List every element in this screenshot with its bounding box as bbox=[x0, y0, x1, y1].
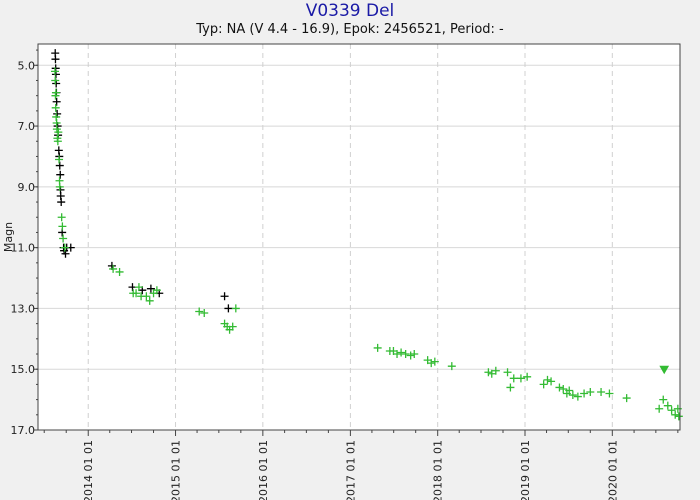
data-point bbox=[145, 296, 154, 305]
data-point bbox=[597, 388, 606, 397]
data-point bbox=[200, 308, 209, 317]
data-point bbox=[109, 264, 118, 273]
chart-subtitle: Typ: NA (V 4.4 - 16.9), Epok: 2456521, P… bbox=[196, 22, 504, 37]
data-point bbox=[51, 88, 60, 97]
data-point bbox=[509, 374, 518, 383]
data-point bbox=[503, 368, 512, 377]
data-point bbox=[543, 375, 552, 384]
data-point bbox=[224, 304, 233, 313]
data-point bbox=[586, 388, 595, 397]
data-point bbox=[52, 97, 61, 106]
data-point bbox=[430, 357, 439, 366]
data-point bbox=[142, 292, 151, 301]
data-point bbox=[555, 383, 564, 392]
data-point bbox=[580, 389, 589, 398]
x-tick-label: 2014 01 01 bbox=[82, 440, 95, 500]
data-point bbox=[516, 374, 525, 383]
data-point bbox=[134, 283, 143, 292]
data-point bbox=[373, 343, 382, 352]
x-tick-label: 2020 01 01 bbox=[606, 440, 619, 500]
data-point bbox=[57, 198, 66, 207]
data-point bbox=[673, 404, 682, 413]
data-point bbox=[671, 410, 680, 419]
x-tick-label: 2017 01 01 bbox=[344, 440, 357, 500]
data-point bbox=[115, 267, 124, 276]
data-point bbox=[667, 406, 676, 415]
data-point bbox=[55, 161, 64, 170]
upper-limit-point bbox=[659, 365, 670, 375]
y-axis-label: Magn bbox=[2, 222, 15, 252]
data-point bbox=[56, 170, 65, 179]
data-point bbox=[57, 213, 66, 222]
data-point bbox=[674, 412, 683, 421]
data-point bbox=[61, 249, 70, 258]
data-point bbox=[231, 304, 240, 313]
data-point bbox=[152, 286, 161, 295]
y-tick-label: 13.0 bbox=[11, 302, 36, 315]
data-point bbox=[447, 362, 456, 371]
data-point bbox=[53, 137, 62, 146]
x-tick-label: 2018 01 01 bbox=[432, 440, 445, 500]
y-tick-label: 9.0 bbox=[18, 181, 36, 194]
data-point bbox=[397, 348, 406, 357]
data-point bbox=[484, 368, 493, 377]
data-point bbox=[401, 350, 410, 359]
data-point bbox=[55, 155, 64, 164]
data-point bbox=[487, 369, 496, 378]
data-point bbox=[547, 377, 556, 386]
y-tick-label: 5.0 bbox=[18, 59, 36, 72]
data-point bbox=[655, 404, 664, 413]
data-point bbox=[491, 366, 500, 375]
data-point bbox=[506, 383, 515, 392]
data-point bbox=[663, 401, 672, 410]
axes: 5.0 7.0 9.0 11.0 13.0 15.0 17.0 2014 01 01 2015 … bbox=[11, 49, 679, 500]
data-point bbox=[539, 380, 548, 389]
data-point bbox=[59, 234, 68, 243]
data-point bbox=[132, 289, 141, 298]
x-tick-label: 2016 01 01 bbox=[257, 440, 270, 500]
data-point bbox=[410, 350, 419, 359]
data-point bbox=[427, 359, 436, 368]
data-point bbox=[393, 350, 402, 359]
data-point bbox=[58, 222, 67, 231]
y-tick-label: 11.0 bbox=[11, 242, 36, 255]
data-point bbox=[406, 351, 415, 360]
data-point bbox=[565, 386, 574, 395]
data-point bbox=[228, 322, 237, 331]
data-point bbox=[146, 284, 155, 293]
data-point bbox=[573, 392, 582, 401]
y-tick-label: 17.0 bbox=[11, 424, 36, 437]
chart-title: V0339 Del bbox=[305, 1, 395, 21]
data-points bbox=[50, 49, 683, 421]
data-point bbox=[659, 395, 668, 404]
data-point bbox=[605, 389, 614, 398]
plot-frame bbox=[37, 43, 681, 431]
plot-area bbox=[38, 44, 680, 430]
data-point bbox=[55, 182, 64, 191]
data-point bbox=[60, 243, 69, 252]
data-point bbox=[51, 76, 60, 85]
data-point bbox=[523, 372, 532, 381]
data-point bbox=[559, 384, 568, 393]
data-point bbox=[51, 103, 60, 112]
data-point bbox=[568, 391, 577, 400]
data-point bbox=[51, 55, 60, 64]
data-point bbox=[220, 292, 229, 301]
data-point bbox=[195, 307, 204, 316]
data-point bbox=[50, 67, 59, 76]
data-point bbox=[54, 128, 63, 137]
y-tick-label: 15.0 bbox=[11, 363, 36, 376]
x-tick-label: 2015 01 01 bbox=[170, 440, 183, 500]
x-tick-label: 2019 01 01 bbox=[519, 440, 532, 500]
data-point bbox=[622, 394, 631, 403]
y-tick-label: 7.0 bbox=[18, 120, 36, 133]
